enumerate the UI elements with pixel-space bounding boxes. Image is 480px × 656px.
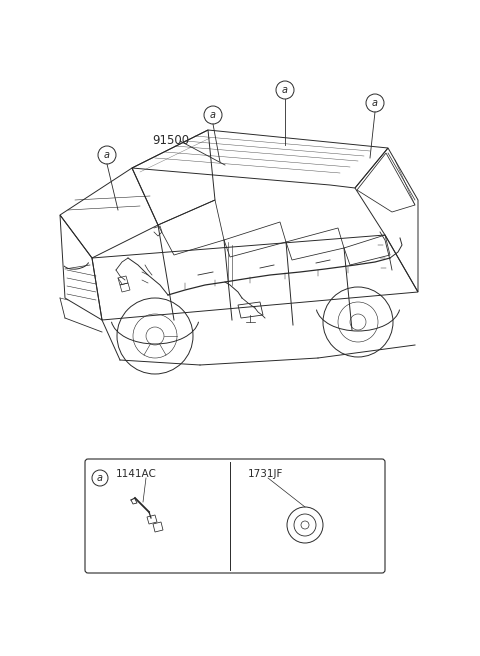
Text: a: a <box>97 473 103 483</box>
Text: a: a <box>104 150 110 160</box>
Text: a: a <box>210 110 216 120</box>
Text: 1731JF: 1731JF <box>248 469 283 479</box>
Text: 1141AC: 1141AC <box>116 469 157 479</box>
Text: 91500: 91500 <box>152 134 189 148</box>
Text: a: a <box>282 85 288 95</box>
Text: a: a <box>372 98 378 108</box>
